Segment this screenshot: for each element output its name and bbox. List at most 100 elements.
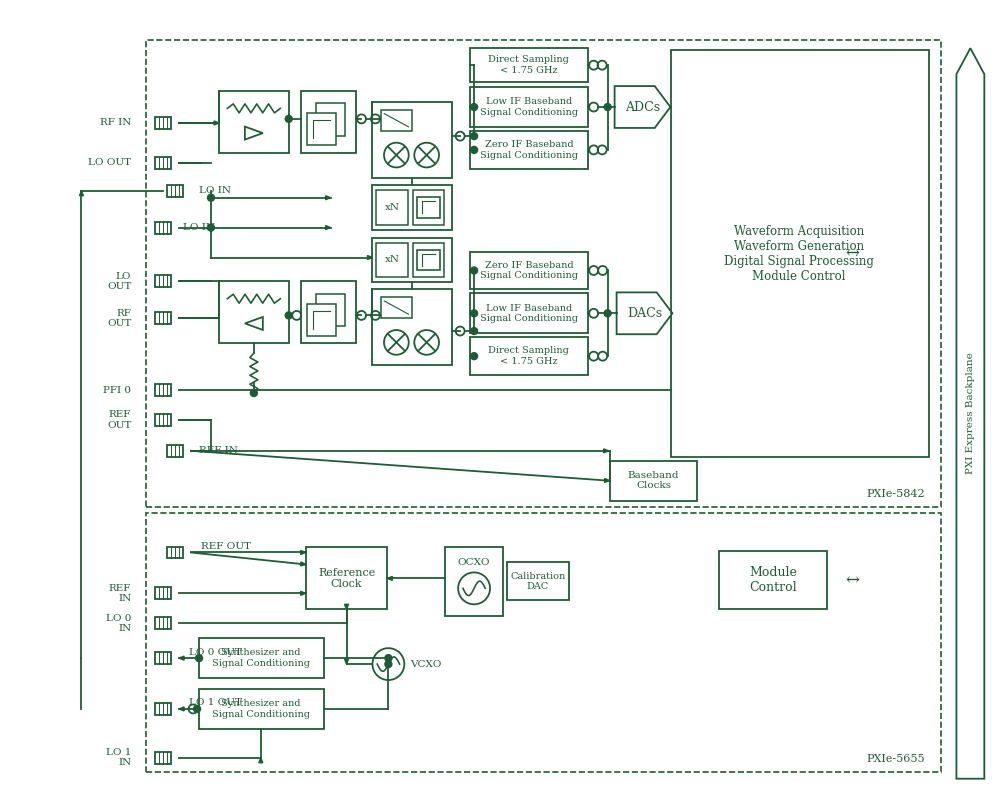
Circle shape <box>196 654 203 662</box>
Bar <box>155 312 171 324</box>
Bar <box>372 102 452 178</box>
Polygon shape <box>326 225 331 229</box>
Bar <box>301 91 356 153</box>
Text: PXIe-5842: PXIe-5842 <box>867 489 926 498</box>
Bar <box>306 547 387 609</box>
Text: ↔: ↔ <box>846 572 860 589</box>
Text: RF
OUT: RF OUT <box>107 308 131 328</box>
Bar <box>167 445 183 456</box>
Circle shape <box>471 353 478 360</box>
Text: VCXO: VCXO <box>410 659 442 669</box>
Polygon shape <box>245 126 263 139</box>
Bar <box>316 294 345 326</box>
Polygon shape <box>617 292 672 334</box>
Bar <box>155 652 171 664</box>
Text: Zero IF Baseband
Signal Conditioning: Zero IF Baseband Signal Conditioning <box>480 261 578 280</box>
Bar <box>719 551 827 609</box>
Bar <box>507 563 569 601</box>
Text: Zero IF Baseband
Signal Conditioning: Zero IF Baseband Signal Conditioning <box>480 140 578 159</box>
Text: LO
OUT: LO OUT <box>107 272 131 291</box>
Text: xN: xN <box>385 203 400 212</box>
Bar <box>470 48 588 82</box>
Text: REF
IN: REF IN <box>109 584 131 603</box>
Text: Low IF Baseband
Signal Conditioning: Low IF Baseband Signal Conditioning <box>480 97 578 117</box>
Text: LO OUT: LO OUT <box>88 159 131 167</box>
Text: Low IF Baseband
Signal Conditioning: Low IF Baseband Signal Conditioning <box>480 303 578 323</box>
Bar <box>199 689 324 729</box>
Polygon shape <box>214 121 219 125</box>
Text: Direct Sampling
< 1.75 GHz: Direct Sampling < 1.75 GHz <box>488 346 569 365</box>
Bar <box>155 617 171 630</box>
Circle shape <box>471 310 478 317</box>
Bar <box>671 50 929 456</box>
Bar <box>413 242 444 278</box>
Bar <box>155 414 171 426</box>
Bar <box>219 91 289 153</box>
Text: LO 0
IN: LO 0 IN <box>106 613 131 633</box>
Circle shape <box>208 224 214 231</box>
Text: LO 0 OUT: LO 0 OUT <box>189 648 242 657</box>
Polygon shape <box>605 478 610 482</box>
Text: Synthesizer and
Signal Conditioning: Synthesizer and Signal Conditioning <box>212 648 310 668</box>
Bar <box>307 303 336 336</box>
Text: Direct Sampling
< 1.75 GHz: Direct Sampling < 1.75 GHz <box>488 56 569 75</box>
Text: LO IN: LO IN <box>199 186 231 196</box>
Polygon shape <box>956 48 984 778</box>
Polygon shape <box>79 191 83 196</box>
Bar <box>316 103 345 135</box>
Text: Synthesizer and
Signal Conditioning: Synthesizer and Signal Conditioning <box>212 700 310 719</box>
Text: REF OUT: REF OUT <box>201 542 251 551</box>
Bar <box>445 547 503 617</box>
Polygon shape <box>345 659 349 664</box>
Circle shape <box>208 194 214 201</box>
Bar <box>470 131 588 169</box>
Polygon shape <box>367 255 372 259</box>
Text: Calibration
DAC: Calibration DAC <box>510 572 565 591</box>
Text: Reference
Clock: Reference Clock <box>318 568 375 589</box>
Circle shape <box>285 312 292 319</box>
Bar <box>470 293 588 333</box>
Text: LO 1
IN: LO 1 IN <box>106 748 131 767</box>
Bar <box>307 114 336 146</box>
Text: REF
OUT: REF OUT <box>107 411 131 430</box>
Bar <box>372 185 452 229</box>
Bar <box>155 275 171 287</box>
Polygon shape <box>301 562 306 566</box>
Polygon shape <box>259 758 263 763</box>
Bar <box>372 237 452 283</box>
Text: PXIe-5655: PXIe-5655 <box>867 753 926 764</box>
Bar <box>610 460 697 501</box>
Bar <box>381 297 412 318</box>
Text: REF IN: REF IN <box>199 446 238 456</box>
Bar <box>167 547 183 559</box>
Text: LO 1 OUT: LO 1 OUT <box>189 699 242 708</box>
Text: ADCs: ADCs <box>625 101 660 114</box>
Text: PFI 0: PFI 0 <box>103 386 131 394</box>
Polygon shape <box>245 317 263 330</box>
Bar <box>146 513 941 772</box>
Bar <box>155 117 171 129</box>
Bar <box>417 250 440 270</box>
Polygon shape <box>179 707 184 711</box>
Bar <box>155 384 171 396</box>
Bar <box>470 251 588 289</box>
Circle shape <box>471 328 478 335</box>
Polygon shape <box>326 196 331 200</box>
Text: PXI Express Backplane: PXI Express Backplane <box>966 353 975 474</box>
Bar <box>155 221 171 233</box>
Bar <box>155 588 171 599</box>
Text: DACs: DACs <box>627 307 662 320</box>
Text: RF IN: RF IN <box>100 118 131 127</box>
Text: OCXO: OCXO <box>458 558 490 567</box>
Bar <box>376 242 408 278</box>
Bar <box>301 282 356 343</box>
Circle shape <box>471 104 478 110</box>
Bar <box>167 185 183 196</box>
Text: ↔: ↔ <box>846 245 860 262</box>
Polygon shape <box>615 86 670 128</box>
Circle shape <box>471 267 478 274</box>
Bar <box>155 157 171 169</box>
Text: xN: xN <box>385 255 400 265</box>
Bar <box>381 109 412 131</box>
Bar <box>376 190 408 225</box>
